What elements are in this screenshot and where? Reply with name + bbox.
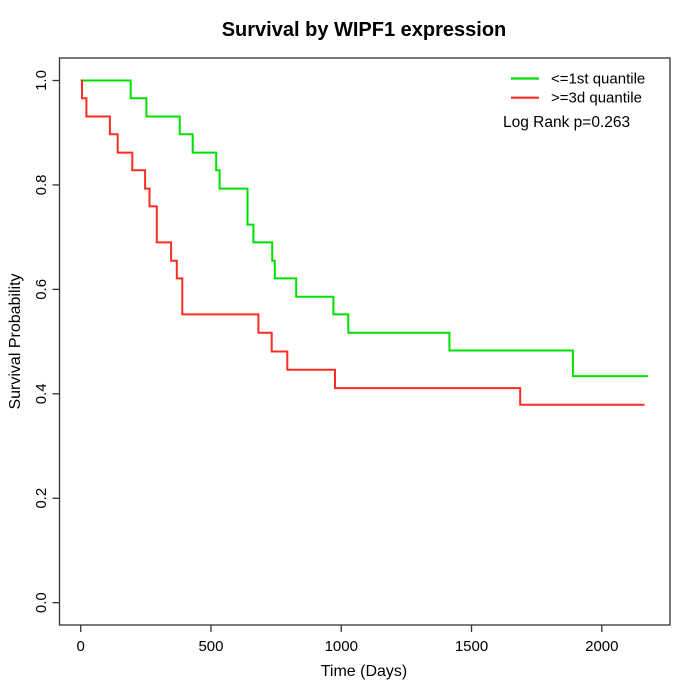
y-tick-label: 0.2	[33, 488, 50, 509]
y-tick-label: 0.4	[33, 383, 50, 404]
y-tick-label: 1.0	[33, 70, 50, 91]
x-tick-label: 500	[198, 638, 223, 655]
x-tick-label: 2000	[585, 638, 618, 655]
survival-curve-low-quantile	[80, 79, 648, 378]
x-tick-label: 1500	[455, 638, 488, 655]
y-tick-label: 0.8	[33, 175, 50, 196]
x-tick-label: 0	[77, 638, 85, 655]
legend: <=1st quantile >=3d quantile Log Rank p=…	[503, 71, 645, 132]
y-axis-label: Survival Probability	[7, 273, 24, 409]
y-axis: 0.0 0.2 0.4 0.6 0.8 1.0	[33, 70, 60, 613]
y-tick-label: 0.0	[33, 592, 50, 613]
legend-label-high-quantile: >=3d quantile	[551, 90, 642, 107]
survival-curve-high-quantile	[80, 79, 645, 406]
chart-title: Survival by WIPF1 expression	[222, 19, 507, 41]
survival-curves	[80, 79, 648, 406]
plot-area-border	[58, 57, 671, 626]
log-rank-annotation: Log Rank p=0.263	[503, 114, 630, 131]
x-tick-label: 1000	[325, 638, 358, 655]
x-axis-label: Time (Days)	[321, 663, 408, 680]
y-tick-label: 0.6	[33, 279, 50, 300]
legend-label-low-quantile: <=1st quantile	[551, 71, 645, 88]
x-axis: 0 500 1000 1500 2000	[77, 625, 618, 655]
